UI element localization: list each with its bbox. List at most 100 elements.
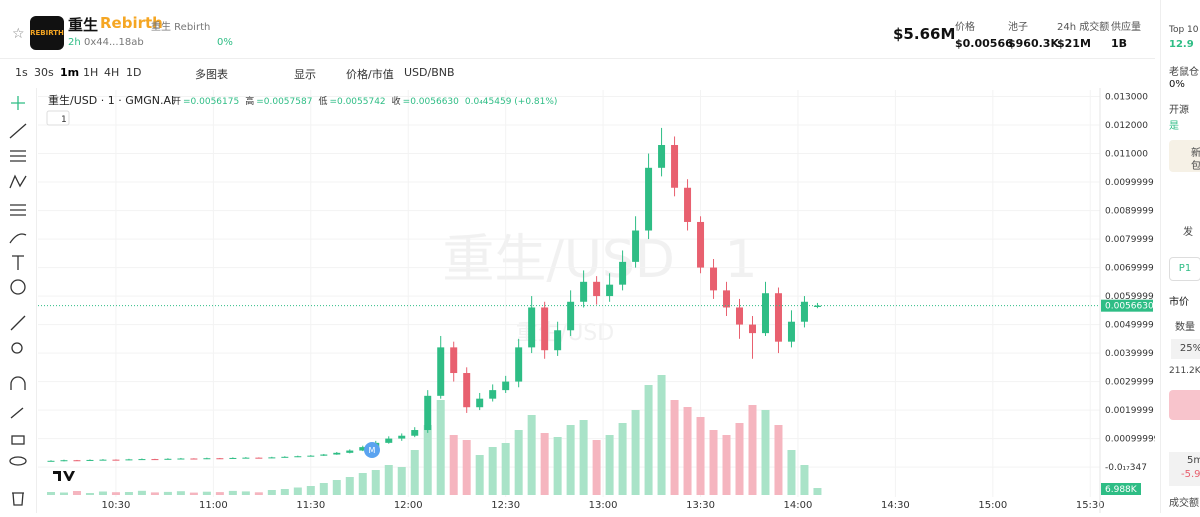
x-tick-label: 12:00 [394,500,423,511]
volume-bar [475,455,484,495]
volume-bar [631,410,640,495]
x-tick-label: 11:30 [296,500,325,511]
p1[interactable]: P1 [1169,257,1200,281]
volume-bar [566,425,575,495]
open-source: 开源 [1169,105,1189,116]
volume-bar [488,447,497,495]
candle-body [437,347,445,396]
currency[interactable]: USD/BNB [404,66,455,79]
address[interactable]: 0x44...18ab [84,37,144,48]
volume-bar [514,430,523,495]
volume-bar [137,490,146,495]
interval[interactable]: 4H [104,66,120,79]
display[interactable]: 显示 [294,68,316,81]
warn2: 包 [1191,161,1200,172]
age: 2h [68,37,81,48]
candle-body [203,458,211,460]
lock-draw-tool[interactable] [10,407,24,419]
trash-tool[interactable] [12,492,24,506]
candle-body [476,398,484,408]
candle-body [398,435,406,439]
pattern-tool[interactable] [9,174,27,189]
token-name: 重生 [68,16,99,34]
x-tick-label: 12:30 [491,500,520,511]
candle-body [774,293,782,342]
y-tick-label: 0.0029999 [1105,378,1154,388]
tool-icons [9,96,27,506]
candle-body [761,293,769,334]
post[interactable]: 发 [1183,227,1193,238]
pct[interactable]: 25% [1171,339,1200,359]
interval[interactable]: 1D [126,66,142,79]
market[interactable]: 市价 [1169,297,1189,308]
stat-value: 1B [1111,37,1128,50]
multi-chart[interactable]: 多图表 [195,68,228,81]
volume-bar [163,491,172,495]
ohlc-label: 收 [392,95,401,107]
fib-tool[interactable] [10,150,26,162]
interval[interactable]: 30s [34,66,54,79]
y-tick-label: 0.0049999 [1105,321,1154,331]
volume-bar [46,492,55,495]
volume-bar [267,490,276,495]
volume-bar [540,433,549,495]
eye-tool[interactable] [9,456,27,466]
candle-body [658,145,666,168]
lock-tool[interactable] [11,435,25,445]
symbol: 重生/USD · 1 · GMGN.AI [48,93,174,107]
x-tick-label: 11:00 [199,500,228,511]
candle-body [242,457,250,459]
candle-body [736,307,744,325]
ohlc-label: 低 [318,95,327,107]
volume-bar [449,435,458,495]
text-tool[interactable] [12,255,24,270]
tv-logo [53,471,75,481]
candle-body [307,455,315,457]
volume-bar [293,487,302,495]
brush-tool[interactable] [9,233,27,244]
ohlc-value: =0.0056175 [183,97,239,107]
candle-body [813,305,821,307]
watermark: 重生/USD · 1 [442,230,757,290]
volume-bar [189,492,198,495]
volume-bar [696,417,705,495]
market-cap: $5.66M [893,25,956,43]
stat-label: 供应量 [1111,22,1141,33]
tf: 5m [1187,455,1200,466]
balance: 211.2K [1169,366,1200,376]
projection-tool[interactable] [10,204,26,216]
price-mode[interactable]: 价格/市值 [346,68,394,81]
emoji-tool[interactable] [10,279,26,295]
volume-bar [644,385,653,495]
crosshair-tool[interactable] [11,96,25,110]
volume-bar [150,492,159,495]
volume-bar [722,435,731,495]
x-tick-label: 14:00 [784,500,813,511]
candle-body [502,381,510,391]
volume-bar [774,425,783,495]
interval[interactable]: 1m [60,66,80,79]
y-tick-label: 0.0079999 [1105,235,1154,245]
candle-body [60,460,68,462]
header: ☆ REBIRTH 重生 Rebirth 重生 Rebirth 2h 0x44.… [0,0,1155,59]
y-tick-label: 0.011000 [1105,150,1148,160]
magnet-tool[interactable] [10,376,26,390]
star[interactable]: ☆ [12,26,25,42]
zoom-tool[interactable] [11,342,23,354]
volume-bar [397,467,406,495]
volume-tag [1101,483,1141,495]
candle-body [800,301,808,322]
x-tick-label: 13:00 [589,500,618,511]
line-tool[interactable] [9,123,27,139]
volume-bar [241,491,250,495]
event-marker [364,442,380,458]
buy-button[interactable] [1169,390,1200,420]
interval[interactable]: 1s [15,66,28,79]
interval[interactable]: 1H [83,66,99,79]
candle-body [671,145,679,188]
volume-bar [371,470,380,495]
ohlc-value: =0.0056630 [403,97,459,107]
ruler-tool[interactable] [10,315,26,331]
volume-bar [280,489,289,495]
y-tick-label: 0.00099999 [1105,435,1155,445]
